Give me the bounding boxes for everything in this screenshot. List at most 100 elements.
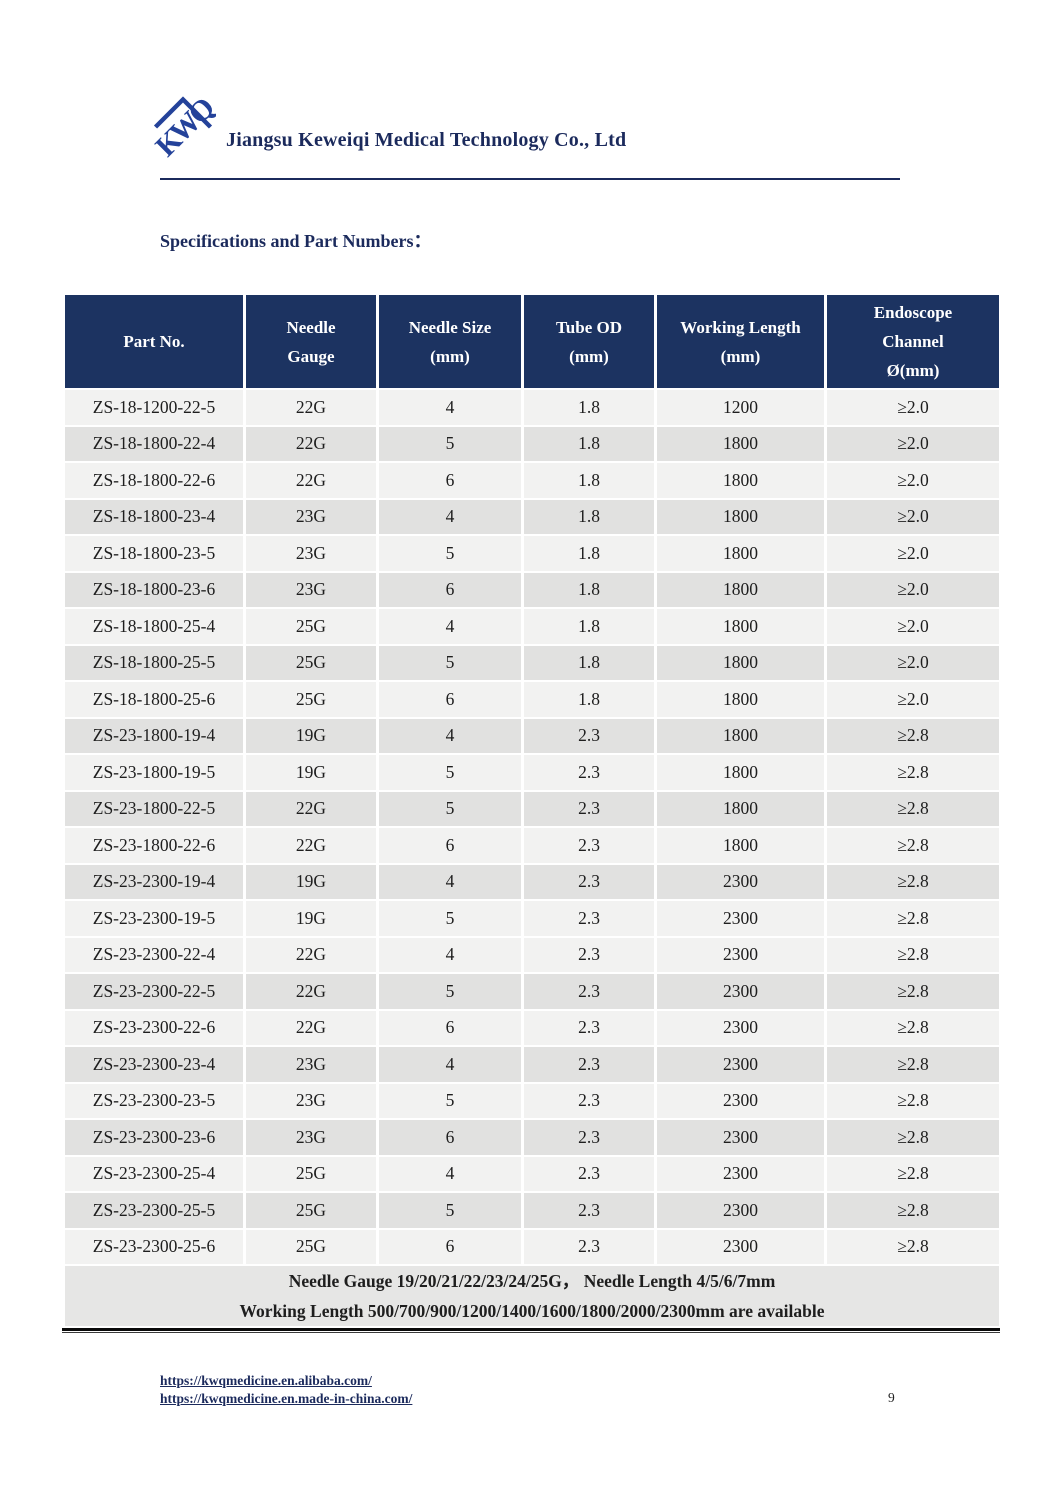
cell-length: 1800 [657,609,824,644]
cell-gauge: 22G [246,937,376,972]
cell-part: ZS-18-1800-25-6 [65,682,243,717]
cell-gauge: 19G [246,718,376,753]
table-row: ZS-23-2300-23-6 23G 6 2.3 2300 ≥2.8 [65,1120,999,1155]
cell-od: 1.8 [524,499,654,534]
table-note-row: Needle Gauge 19/20/21/22/23/24/25G， Need… [65,1266,999,1326]
cell-gauge: 25G [246,682,376,717]
cell-size: 4 [379,499,521,534]
cell-channel: ≥2.8 [827,1010,999,1045]
cell-od: 1.8 [524,609,654,644]
cell-size: 5 [379,974,521,1009]
column-header-2: Needle Size (mm) [379,295,521,388]
cell-size: 4 [379,1156,521,1191]
table-row: ZS-23-2300-22-5 22G 5 2.3 2300 ≥2.8 [65,974,999,1009]
cell-part: ZS-23-2300-22-6 [65,1010,243,1045]
page-number: 9 [888,1390,895,1405]
cell-gauge: 23G [246,1047,376,1082]
cell-size: 6 [379,572,521,607]
cell-gauge: 23G [246,536,376,571]
cell-gauge: 25G [246,645,376,680]
cell-od: 1.8 [524,645,654,680]
cell-size: 4 [379,1047,521,1082]
cell-part: ZS-23-2300-23-4 [65,1047,243,1082]
cell-channel: ≥2.8 [827,864,999,899]
footer-link-alibaba[interactable]: https://kwqmedicine.en.alibaba.com/ [160,1373,372,1388]
cell-length: 1800 [657,499,824,534]
table-row: ZS-23-1800-19-4 19G 4 2.3 1800 ≥2.8 [65,718,999,753]
table-row: ZS-18-1800-23-6 23G 6 1.8 1800 ≥2.0 [65,572,999,607]
cell-part: ZS-18-1800-23-6 [65,572,243,607]
cell-od: 2.3 [524,791,654,826]
cell-od: 2.3 [524,1156,654,1191]
cell-part: ZS-23-1800-19-5 [65,755,243,790]
cell-od: 2.3 [524,1047,654,1082]
column-header-4: Working Length (mm) [657,295,824,388]
cell-length: 2300 [657,1120,824,1155]
cell-gauge: 19G [246,864,376,899]
cell-size: 5 [379,901,521,936]
section-title: Specifications and Part Numbers： [160,231,432,251]
cell-part: ZS-18-1800-22-4 [65,426,243,461]
cell-gauge: 25G [246,609,376,644]
cell-od: 2.3 [524,1010,654,1045]
table-row: ZS-18-1800-22-4 22G 5 1.8 1800 ≥2.0 [65,426,999,461]
cell-gauge: 22G [246,390,376,425]
column-header-0: Part No. [65,295,243,388]
cell-channel: ≥2.0 [827,499,999,534]
cell-size: 4 [379,718,521,753]
cell-length: 2300 [657,1193,824,1228]
note-line-2: Working Length 500/700/900/1200/1400/160… [239,1301,825,1321]
spec-table: Part No. Needle Gauge Needle Size (mm) Tube O… [62,293,1002,1328]
cell-size: 5 [379,536,521,571]
cell-gauge: 23G [246,1083,376,1118]
cell-part: ZS-23-1800-22-6 [65,828,243,863]
cell-length: 2300 [657,1047,824,1082]
cell-gauge: 25G [246,1229,376,1264]
cell-channel: ≥2.8 [827,755,999,790]
cell-length: 2300 [657,1156,824,1191]
cell-od: 1.8 [524,426,654,461]
cell-part: ZS-23-2300-22-4 [65,937,243,972]
cell-od: 2.3 [524,1193,654,1228]
note-line-1: Needle Gauge 19/20/21/22/23/24/25G， Need… [288,1271,776,1291]
cell-od: 1.8 [524,572,654,607]
cell-channel: ≥2.8 [827,1229,999,1264]
cell-size: 5 [379,791,521,826]
cell-length: 1800 [657,426,824,461]
cell-channel: ≥2.8 [827,901,999,936]
cell-channel: ≥2.0 [827,463,999,498]
cell-gauge: 22G [246,828,376,863]
cell-od: 2.3 [524,974,654,1009]
cell-channel: ≥2.8 [827,1047,999,1082]
table-row: ZS-23-2300-23-5 23G 5 2.3 2300 ≥2.8 [65,1083,999,1118]
cell-od: 2.3 [524,828,654,863]
cell-length: 2300 [657,937,824,972]
cell-gauge: 25G [246,1193,376,1228]
header-divider [160,178,900,180]
cell-size: 5 [379,1083,521,1118]
cell-part: ZS-18-1200-22-5 [65,390,243,425]
cell-part: ZS-23-2300-25-6 [65,1229,243,1264]
cell-od: 2.3 [524,718,654,753]
cell-length: 2300 [657,1229,824,1264]
cell-length: 2300 [657,974,824,1009]
footer-link-made-in-china[interactable]: https://kwqmedicine.en.made-in-china.com… [160,1390,413,1406]
cell-od: 2.3 [524,901,654,936]
cell-channel: ≥2.8 [827,1083,999,1118]
cell-part: ZS-23-2300-25-5 [65,1193,243,1228]
cell-od: 2.3 [524,755,654,790]
cell-gauge: 19G [246,901,376,936]
table-header-row: Part No. Needle Gauge Needle Size (mm) Tube O… [65,295,999,388]
cell-od: 1.8 [524,390,654,425]
cell-gauge: 23G [246,499,376,534]
cell-gauge: 23G [246,1120,376,1155]
cell-channel: ≥2.0 [827,536,999,571]
cell-length: 1800 [657,682,824,717]
cell-channel: ≥2.0 [827,390,999,425]
cell-part: ZS-23-2300-22-5 [65,974,243,1009]
table-bottom-rule [62,1328,1000,1333]
cell-od: 2.3 [524,864,654,899]
cell-length: 2300 [657,901,824,936]
cell-gauge: 22G [246,1010,376,1045]
cell-channel: ≥2.8 [827,1120,999,1155]
